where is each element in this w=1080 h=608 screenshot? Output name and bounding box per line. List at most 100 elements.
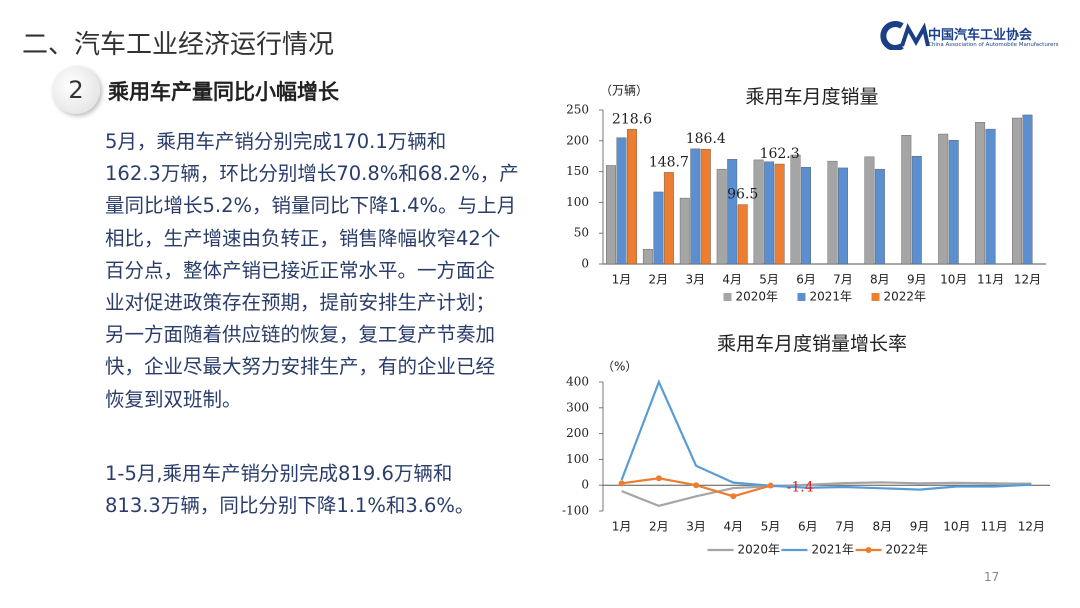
- bar: [864, 156, 875, 265]
- text-line: 快，企业尽最大努力安排生产，有的企业已经: [105, 355, 496, 379]
- x-tick-label: 7月: [833, 273, 853, 287]
- section-number: 2: [52, 66, 100, 114]
- x-tick-label: 5月: [759, 273, 779, 287]
- bar: [627, 129, 637, 265]
- x-tick-label: 2月: [649, 520, 669, 534]
- bar: [753, 159, 764, 265]
- section-heading: 乘用车产量同比小幅增长: [108, 80, 339, 104]
- chart-title: 乘用车月度销量增长率: [717, 333, 907, 355]
- marker: [618, 480, 625, 487]
- text-line: 相比，生产增速由负转正，销售降幅收窄42个: [105, 226, 501, 250]
- bar: [948, 139, 959, 265]
- bar: [690, 148, 701, 265]
- x-tick-label: 1月: [612, 520, 632, 534]
- bar: [764, 161, 775, 265]
- data-label: 162.3: [760, 146, 800, 162]
- legend-swatch: [797, 293, 806, 301]
- legend-label: 2021年: [810, 290, 853, 304]
- bar: [727, 159, 738, 265]
- y-axis-label: （万辆）: [600, 84, 648, 98]
- bar: [938, 133, 949, 265]
- bar: [911, 155, 922, 265]
- bar: [790, 154, 801, 265]
- y-tick-label: 150: [566, 164, 589, 178]
- logo-text: 中国汽车工业协会: [928, 28, 1033, 43]
- x-tick-label: 12月: [1018, 520, 1045, 534]
- x-tick-label: 11月: [980, 520, 1007, 534]
- bar: [653, 191, 664, 265]
- bar: [1012, 117, 1022, 265]
- x-tick-label: 10月: [943, 520, 970, 534]
- bar: [774, 163, 785, 265]
- x-tick-label: 6月: [796, 273, 816, 287]
- text-line: 量同比增长5.2%，销量同比下降1.4%。与上月: [105, 194, 517, 218]
- legend-label: 2020年: [736, 290, 779, 304]
- y-tick-label: 200: [566, 133, 589, 147]
- x-tick-label: 2月: [649, 273, 669, 287]
- y-tick-label: 400: [566, 375, 589, 389]
- paragraph: 5月，乘用车产销分别完成170.1万辆和 162.3万辆，环比分别增长70.8%和…: [105, 126, 519, 416]
- bar: [606, 165, 616, 265]
- marker: [693, 482, 700, 489]
- y-tick-label: 300: [566, 400, 589, 414]
- y-tick-label: 100: [566, 452, 589, 466]
- y-axis-label: （%）: [602, 360, 637, 374]
- data-label: 96.5: [727, 187, 758, 203]
- bar: [716, 168, 727, 265]
- text-line: 1-5月,乘用车产销分别完成819.6万辆和: [105, 462, 453, 485]
- line: [620, 379, 1032, 491]
- text-line: 业对促进政策存在预期，提前安排生产计划；: [105, 291, 496, 315]
- bar: [901, 135, 912, 265]
- text-line: 百分点，整体产销已接近正常水平。一方面企: [105, 258, 496, 282]
- marker: [655, 475, 662, 482]
- legend-marker: [865, 547, 872, 553]
- text-line: 5月，乘用车产销分别完成170.1万辆和: [105, 130, 447, 153]
- x-tick-label: 6月: [798, 520, 818, 534]
- text-line: 恢复到双班制。: [105, 387, 242, 411]
- x-tick-label: 8月: [873, 520, 893, 534]
- bar: [616, 137, 627, 265]
- x-tick-label: 4月: [722, 273, 742, 287]
- legend-swatch: [723, 293, 732, 301]
- text-line: 162.3万辆，环比分别增长70.8%和68.2%，产: [105, 162, 519, 186]
- bar: [642, 249, 653, 265]
- legend-label: 2022年: [884, 290, 927, 304]
- logo-icon: [880, 21, 930, 50]
- x-tick-label: 3月: [686, 520, 706, 534]
- bar: [975, 122, 986, 265]
- x-tick-label: 10月: [940, 273, 967, 287]
- x-tick-label: 11月: [977, 273, 1004, 287]
- x-tick-label: 9月: [907, 273, 927, 287]
- data-label: 186.4: [686, 131, 726, 147]
- x-tick-label: 9月: [910, 520, 930, 534]
- logo-subtext: China Association of Automobile Manufact…: [928, 42, 1059, 48]
- x-tick-label: 7月: [835, 520, 855, 534]
- bar: [827, 160, 838, 265]
- page-number: 17: [984, 570, 1000, 584]
- bar: [838, 167, 848, 265]
- legend-label: 2021年: [812, 543, 855, 557]
- bar: [1022, 114, 1033, 265]
- x-tick-label: 3月: [685, 273, 705, 287]
- y-tick-label: 0: [581, 257, 589, 271]
- line: [621, 481, 1032, 507]
- data-label: 148.7: [649, 154, 689, 170]
- paragraph: 1-5月,乘用车产销分别完成819.6万辆和 813.3万辆，同比分别下降1.1%…: [105, 458, 474, 522]
- chart-title: 乘用车月度销量: [745, 86, 878, 108]
- marker: [767, 482, 774, 489]
- data-label: -1.4: [787, 480, 814, 496]
- text-line: 813.3万辆，同比分别下降1.1%和3.6%。: [105, 494, 475, 518]
- text-line: 另一方面随着供应链的恢复，复工复产节奏加: [105, 323, 496, 347]
- y-tick-label: 250: [566, 103, 589, 117]
- legend-label: 2020年: [738, 543, 781, 557]
- bar: [700, 148, 711, 265]
- x-tick-label: 4月: [724, 520, 744, 534]
- bar: [737, 204, 748, 265]
- bar: [663, 172, 674, 265]
- bar: [801, 167, 811, 265]
- x-tick-label: 5月: [761, 520, 781, 534]
- y-tick-label: 50: [574, 226, 589, 240]
- y-tick-label: 100: [566, 195, 589, 209]
